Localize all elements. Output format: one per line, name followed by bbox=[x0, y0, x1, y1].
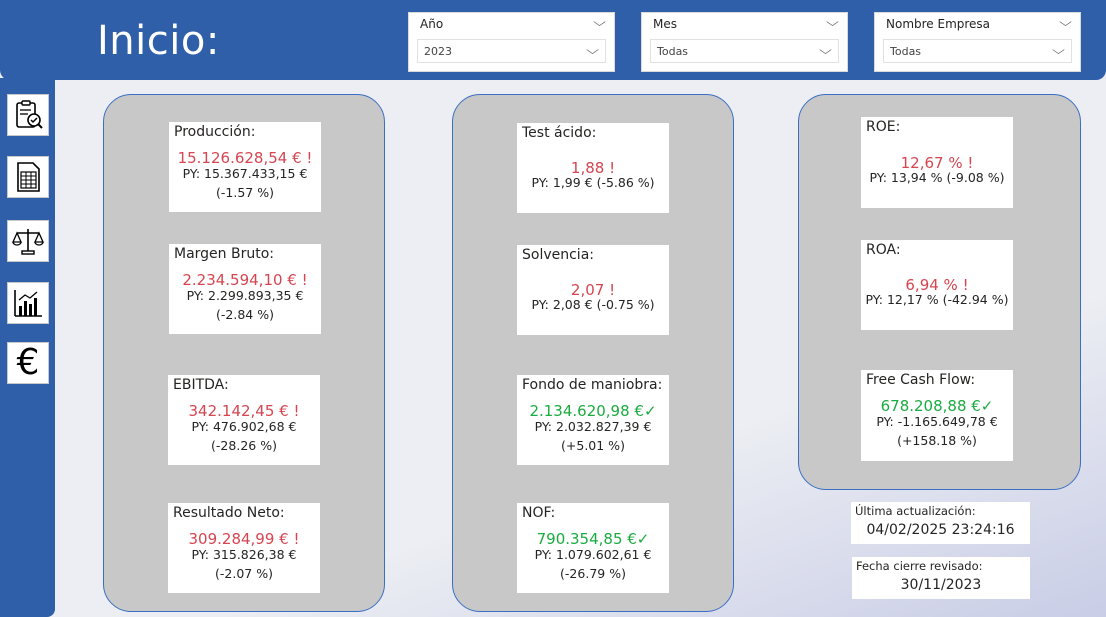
kpi-prior-year: PY: 2.299.893,35 € bbox=[186, 288, 304, 303]
kpi-prior-year: PY: 12,17 % (-42.94 %) bbox=[865, 292, 1009, 307]
chevron-down-icon[interactable]: ⌵ bbox=[1052, 43, 1065, 57]
last-update-box: Última actualización: 04/02/2025 23:24:1… bbox=[851, 502, 1030, 544]
kpi-prior-year: PY: 13,94 % (-9.08 %) bbox=[869, 170, 1005, 185]
year-dropdown[interactable]: 2023 ⌵ bbox=[417, 39, 606, 63]
kpi-value: 2.134.620,98 €✓ bbox=[529, 402, 657, 420]
kpi-prior-year: PY: 15.367.433,15 € bbox=[182, 166, 308, 181]
month-dropdown[interactable]: Todas ⌵ bbox=[650, 39, 839, 63]
kpi-title: Producción: bbox=[174, 124, 256, 140]
kpi-value: 678.208,88 €✓ bbox=[880, 397, 994, 415]
kpi-value: 790.354,85 €✓ bbox=[536, 530, 650, 548]
kpi-card-ebitda: EBITDA: 342.142,45 € ! PY: 476.902,68 € … bbox=[168, 375, 320, 465]
closing-date-box: Fecha cierre revisado: 30/11/2023 bbox=[852, 557, 1030, 599]
nav-button-analysis[interactable] bbox=[7, 94, 49, 136]
nav-button-spreadsheet[interactable] bbox=[7, 156, 49, 198]
kpi-change: (-26.79 %) bbox=[560, 566, 626, 581]
kpi-title: NOF: bbox=[522, 505, 556, 521]
kpi-prior-year: PY: 476.902,68 € bbox=[191, 419, 297, 434]
kpi-card-fondo-maniobra: Fondo de maniobra: 2.134.620,98 €✓ PY: 2… bbox=[517, 375, 669, 465]
month-dropdown-value: Todas bbox=[657, 45, 689, 58]
kpi-prior-year: PY: 1.079.602,61 € bbox=[534, 547, 652, 562]
company-slicer[interactable]: Nombre Empresa ⌵ Todas ⌵ bbox=[874, 12, 1081, 72]
kpi-title: Resultado Neto: bbox=[173, 505, 285, 521]
kpi-value: 342.142,45 € ! bbox=[188, 402, 300, 420]
company-dropdown[interactable]: Todas ⌵ bbox=[883, 39, 1072, 63]
balance-scale-icon bbox=[11, 229, 45, 255]
last-update-label: Última actualización: bbox=[855, 504, 976, 518]
kpi-change: (+5.01 %) bbox=[561, 438, 625, 453]
euro-icon: € bbox=[16, 342, 40, 383]
kpi-prior-year: PY: -1.165.649,78 € bbox=[876, 414, 998, 429]
kpi-prior-year: PY: 315.826,38 € bbox=[191, 547, 297, 562]
kpi-title: Fondo de maniobra: bbox=[522, 377, 663, 393]
closing-date-label: Fecha cierre revisado: bbox=[856, 559, 983, 573]
kpi-title: Solvencia: bbox=[522, 247, 594, 263]
nav-button-balance[interactable] bbox=[7, 220, 49, 262]
kpi-change: (-2.84 %) bbox=[216, 307, 274, 322]
company-dropdown-value: Todas bbox=[890, 45, 922, 58]
kpi-value: 309.284,99 € ! bbox=[188, 530, 300, 548]
kpi-card-solvencia: Solvencia: 2,07 ! PY: 2,08 € (-0.75 %) bbox=[517, 245, 669, 335]
kpi-prior-year: PY: 2,08 € (-0.75 %) bbox=[531, 297, 655, 312]
kpi-card-roe: ROE: 12,67 % ! PY: 13,94 % (-9.08 %) bbox=[861, 117, 1013, 208]
chevron-down-icon[interactable]: ⌵ bbox=[586, 43, 599, 57]
kpi-card-resultado-neto: Resultado Neto: 309.284,99 € ! PY: 315.8… bbox=[168, 503, 320, 593]
kpi-change: (-1.57 %) bbox=[216, 185, 274, 200]
kpi-title: Free Cash Flow: bbox=[866, 372, 976, 388]
month-slicer[interactable]: Mes ⌵ Todas ⌵ bbox=[641, 12, 848, 72]
spreadsheet-icon bbox=[17, 162, 40, 192]
kpi-card-test-acido: Test ácido: 1,88 ! PY: 1,99 € (-5.86 %) bbox=[517, 123, 669, 213]
kpi-change: (-2.07 %) bbox=[215, 566, 273, 581]
kpi-value: 6,94 % ! bbox=[905, 276, 969, 294]
chevron-down-icon[interactable]: ⌵ bbox=[593, 15, 606, 29]
kpi-title: Test ácido: bbox=[522, 125, 597, 141]
kpi-value: 1,88 ! bbox=[570, 159, 616, 177]
bar-chart-icon bbox=[14, 290, 42, 317]
chevron-down-icon[interactable]: ⌵ bbox=[826, 15, 839, 29]
page-title: Inicio: bbox=[97, 18, 220, 64]
kpi-card-roa: ROA: 6,94 % ! PY: 12,17 % (-42.94 %) bbox=[861, 240, 1013, 330]
kpi-change: (-28.26 %) bbox=[211, 438, 277, 453]
nav-button-finance[interactable]: € bbox=[7, 342, 49, 384]
closing-date-value: 30/11/2023 bbox=[900, 577, 982, 593]
kpi-card-nof: NOF: 790.354,85 €✓ PY: 1.079.602,61 € (-… bbox=[517, 503, 669, 593]
kpi-prior-year: PY: 2.032.827,39 € bbox=[534, 419, 652, 434]
kpi-title: EBITDA: bbox=[173, 377, 229, 393]
chevron-down-icon[interactable]: ⌵ bbox=[1059, 15, 1072, 29]
chevron-down-icon[interactable]: ⌵ bbox=[819, 43, 832, 57]
kpi-value: 12,67 % ! bbox=[900, 154, 974, 172]
year-dropdown-value: 2023 bbox=[424, 45, 452, 58]
kpi-value: 15.126.628,54 € ! bbox=[177, 149, 313, 167]
kpi-title: ROA: bbox=[866, 242, 901, 258]
company-slicer-label: Nombre Empresa bbox=[886, 17, 991, 31]
year-slicer[interactable]: Año ⌵ 2023 ⌵ bbox=[408, 12, 615, 72]
last-update-value: 04/02/2025 23:24:16 bbox=[866, 522, 1015, 538]
kpi-value: 2.234.594,10 € ! bbox=[182, 271, 308, 289]
kpi-title: Margen Bruto: bbox=[174, 246, 274, 262]
year-slicer-label: Año bbox=[420, 17, 444, 31]
kpi-title: ROE: bbox=[866, 119, 901, 135]
header-bar: Inicio: Año ⌵ 2023 ⌵ Mes ⌵ Todas ⌵ Nombr… bbox=[0, 0, 1106, 80]
kpi-value: 2,07 ! bbox=[570, 281, 616, 299]
month-slicer-label: Mes bbox=[653, 17, 677, 31]
kpi-prior-year: PY: 1,99 € (-5.86 %) bbox=[531, 175, 655, 190]
kpi-change: (+158.18 %) bbox=[897, 433, 977, 448]
kpi-card-margen-bruto: Margen Bruto: 2.234.594,10 € ! PY: 2.299… bbox=[169, 244, 321, 334]
kpi-card-free-cash-flow: Free Cash Flow: 678.208,88 €✓ PY: -1.165… bbox=[861, 370, 1013, 461]
nav-button-charts[interactable] bbox=[7, 282, 49, 324]
clipboard-check-icon bbox=[16, 100, 43, 129]
kpi-card-produccion: Producción: 15.126.628,54 € ! PY: 15.367… bbox=[169, 122, 321, 212]
